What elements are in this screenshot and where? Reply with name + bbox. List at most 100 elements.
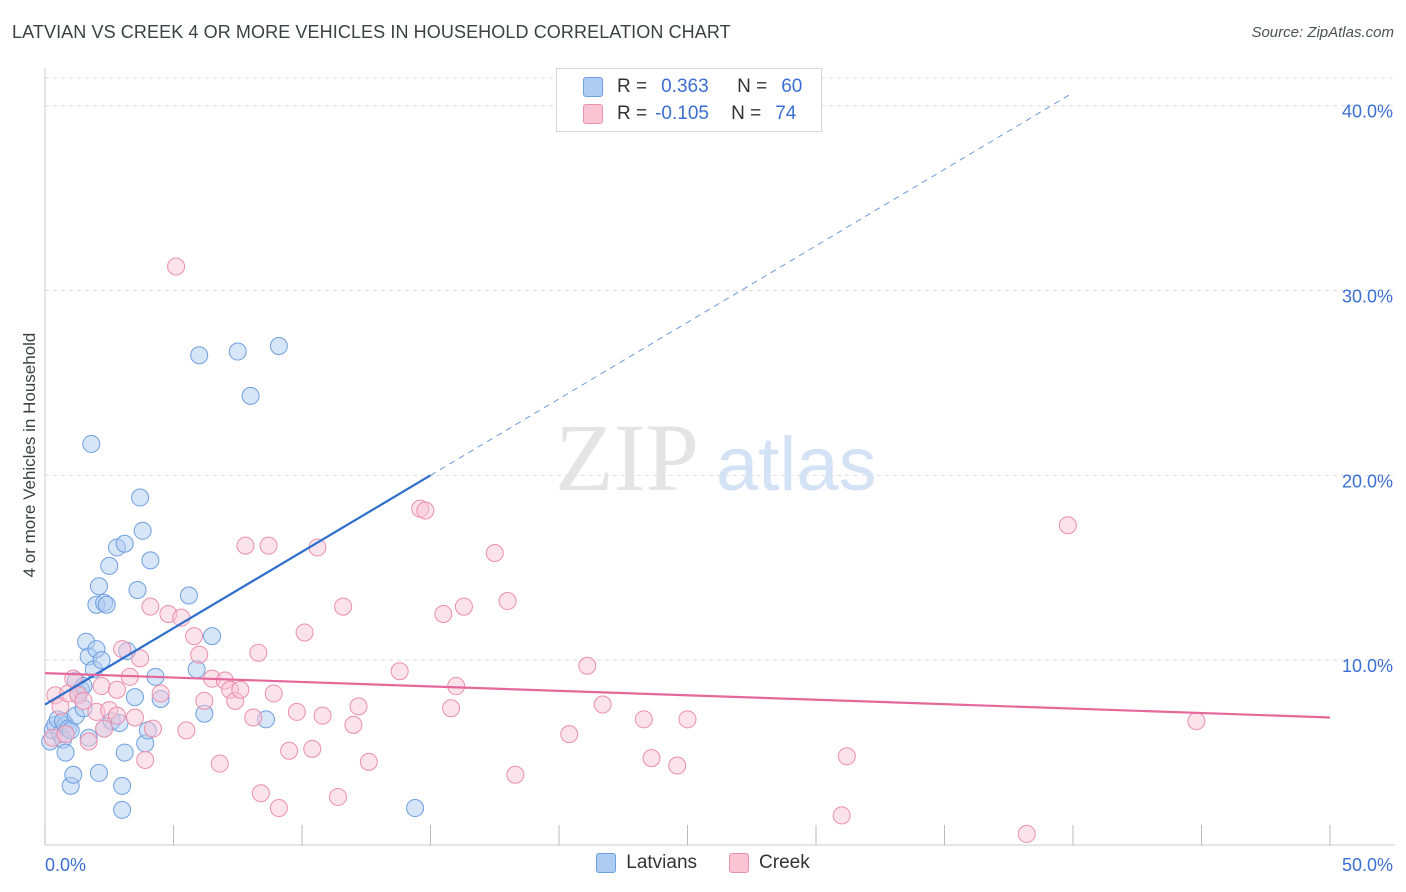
legend-swatch-latvians [583,77,603,97]
point-latvians [187,660,206,679]
point-creek [634,710,653,729]
point-creek [95,719,114,738]
point-creek [1017,824,1036,843]
trend-lines [44,92,1331,719]
point-latvians [269,336,288,355]
point-latvians [56,743,75,762]
y-tick-label: 40.0% [1342,102,1393,122]
y-tick-label: 30.0% [1342,287,1393,307]
point-latvians [115,534,134,553]
point-creek [177,721,196,740]
point-creek [280,741,299,760]
point-creek [167,257,186,276]
legend-n-value: 60 [781,76,803,97]
point-creek [506,765,525,784]
point-creek [107,680,126,699]
point-creek [295,623,314,642]
legend-n-value: 74 [775,103,797,124]
point-creek [349,697,368,716]
point-creek [74,691,93,710]
legend-n-key: N = [731,103,762,124]
point-creek [1187,712,1206,731]
point-creek [107,706,126,725]
x-tick-label: 50.0% [1342,855,1393,875]
legend-item-creek: Creek [729,852,810,874]
point-latvians [82,434,101,453]
point-creek [442,699,461,718]
point-creek [837,747,856,766]
point-creek [56,725,75,744]
point-creek [231,680,250,699]
point-creek [131,649,150,668]
watermark-zip: ZIP [555,404,699,511]
legend-r-key: R = [617,103,648,124]
legend-item-latvians: Latvians [596,852,697,874]
point-latvians [228,342,247,361]
point-latvians [133,521,152,540]
point-creek [328,787,347,806]
point-latvians [179,586,198,605]
point-creek [249,643,268,662]
point-creek [190,645,209,664]
point-latvians [203,627,222,646]
point-creek [141,597,160,616]
point-latvians [190,346,209,365]
point-creek [344,715,363,734]
point-creek [498,592,517,611]
y-tick-label: 10.0% [1342,656,1393,676]
legend-r-key: R = [617,76,648,97]
trend-line-latvians [44,474,432,706]
point-creek [303,739,322,758]
gridlines [45,77,1395,661]
axes [44,68,1395,846]
point-creek [485,543,504,562]
legend-row-creek: R = -0.105 N = 74 [583,101,796,127]
point-creek [334,597,353,616]
point-creek [136,750,155,769]
point-creek [832,806,851,825]
source-label: Source: ZipAtlas.com [1251,24,1394,41]
point-creek [125,708,144,727]
point-creek [642,749,661,768]
x-tick-label: 0.0% [45,855,86,875]
legend-swatch-creek [729,853,750,873]
point-creek [259,536,278,555]
watermark-atlas: atlas [716,422,877,507]
point-creek [454,597,473,616]
legend-swatch-creek [583,104,603,124]
point-creek [185,627,204,646]
point-creek [79,732,98,751]
data-points [41,257,1206,843]
correlation-legend: R = 0.363 N = 60 R = -0.105 N = 74 [556,68,822,132]
legend-swatch-latvians [596,853,617,873]
point-creek [210,754,229,773]
point-latvians [241,386,260,405]
point-latvians [100,556,119,575]
point-latvians [92,651,111,670]
trend-line-creek [44,672,1331,719]
point-latvians [89,763,108,782]
y-tick-label: 20.0% [1342,471,1393,491]
point-creek [264,684,283,703]
legend-row-latvians: R = 0.363 N = 60 [583,74,802,100]
point-latvians [131,488,150,507]
point-creek [151,684,170,703]
series-legend: Latvians Creek [0,852,1406,874]
point-creek [92,677,111,696]
point-creek [143,719,162,738]
point-creek [244,708,263,727]
legend-r-value: 0.363 [661,76,709,97]
point-latvians [115,743,134,762]
trend-extension-latvians [430,92,1074,476]
point-creek [668,756,687,775]
point-latvians [89,577,108,596]
point-creek [195,691,214,710]
point-creek [678,710,697,729]
point-latvians [113,776,132,795]
point-latvians [128,580,147,599]
point-creek [593,695,612,714]
point-latvians [64,765,83,784]
point-creek [578,656,597,675]
point-latvians [125,688,144,707]
legend-n-key: N = [737,76,768,97]
